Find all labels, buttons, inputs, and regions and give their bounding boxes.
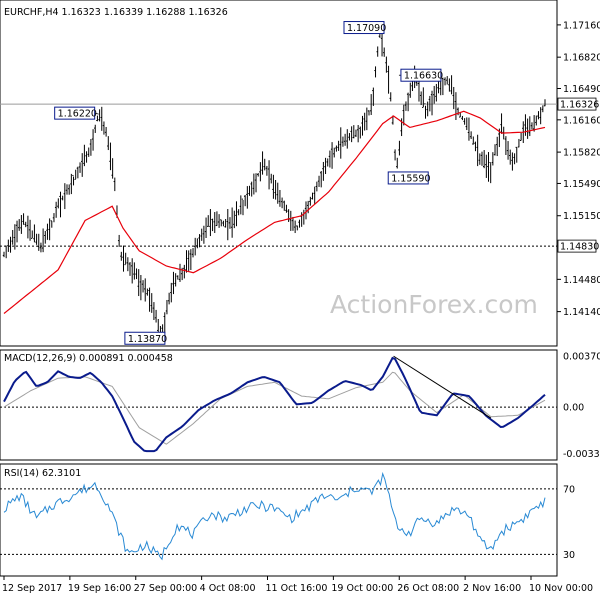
rsi-lines bbox=[0, 471, 557, 561]
price-panel: EURCHF,H4 1.16323 1.16339 1.16288 1.1632… bbox=[0, 0, 600, 347]
time-tick-label: 11 Oct 16:00 bbox=[266, 583, 328, 594]
time-tick-label: 2 Nov 16:00 bbox=[463, 583, 521, 594]
price-panel-title: EURCHF,H4 1.16323 1.16339 1.16288 1.1632… bbox=[4, 7, 228, 18]
axis-tick-label: 1.15490 bbox=[563, 179, 600, 190]
price-bars bbox=[2, 26, 546, 343]
macd-panel-title: MACD(12,26,9) 0.000891 0.000458 bbox=[4, 353, 173, 364]
time-tick-label: 27 Sep 00:00 bbox=[134, 583, 197, 594]
axis-tick-label: 1.15150 bbox=[563, 211, 600, 222]
axis-tick-label: 1.14480 bbox=[563, 275, 600, 286]
rsi-axis: 70 30 bbox=[563, 484, 575, 560]
macd-lines bbox=[0, 355, 557, 453]
axis-tick-label: 1.14140 bbox=[563, 307, 600, 318]
axis-tick-label: 1.16490 bbox=[563, 84, 600, 95]
support-price-label-box bbox=[557, 239, 597, 253]
time-tick-label: 26 Oct 08:00 bbox=[397, 583, 459, 594]
annotation-label: 1.17090 bbox=[347, 23, 386, 34]
annotation-label: 1.15590 bbox=[391, 173, 430, 184]
axis-tick-label: 0.00 bbox=[563, 403, 584, 414]
axis-tick-label: 30 bbox=[563, 550, 575, 561]
time-tick-label: 19 Sep 16:00 bbox=[68, 583, 131, 594]
price-axis: 1.17160 1.16820 1.16490 1.16160 1.15820 1.154… bbox=[557, 20, 600, 318]
annotation-leader bbox=[94, 112, 99, 115]
axis-tick-label: 1.15820 bbox=[563, 148, 600, 159]
time-tick-label: 12 Sep 2017 bbox=[2, 583, 62, 594]
time-axis: 12 Sep 2017 19 Sep 16:00 27 Sep 00:00 4 Oct… bbox=[2, 576, 593, 594]
axis-tick-label: 1.16160 bbox=[563, 115, 600, 126]
axis-tick-label: 1.16820 bbox=[563, 53, 600, 64]
annotation-box bbox=[343, 21, 385, 35]
support-price-label: 1.14830 bbox=[560, 242, 599, 253]
axis-tick-label: 0.003705 bbox=[563, 352, 600, 363]
macd-line bbox=[3, 356, 546, 453]
axis-tick-label: 70 bbox=[563, 484, 575, 495]
signal-line bbox=[3, 371, 546, 445]
current-price-label-box bbox=[557, 97, 597, 111]
macd-trendline bbox=[393, 355, 492, 419]
annotation-box bbox=[387, 171, 429, 185]
price-moving-average bbox=[3, 110, 546, 314]
price-reference-lines: 1.16326 1.14830 bbox=[0, 97, 599, 253]
annotation-box bbox=[124, 331, 166, 345]
time-tick-label: 19 Oct 00:00 bbox=[331, 583, 393, 594]
axis-tick-label: -0.003379 bbox=[563, 449, 600, 460]
macd-panel: MACD(12,26,9) 0.000891 0.000458 0.003705… bbox=[0, 349, 600, 461]
rsi-panel-title: RSI(14) 62.3101 bbox=[4, 468, 81, 479]
annotation-box bbox=[400, 68, 442, 82]
macd-axis: 0.003705 0.00 -0.003379 bbox=[563, 352, 600, 461]
axis-tick-label: 1.17160 bbox=[563, 20, 600, 31]
watermark: ActionForex.com bbox=[330, 290, 538, 319]
rsi-line bbox=[3, 471, 546, 561]
annotation-label: 1.16220 bbox=[58, 109, 97, 120]
rsi-panel: RSI(14) 62.3101 70 30 bbox=[0, 463, 575, 577]
time-tick-label: 4 Oct 08:00 bbox=[200, 583, 256, 594]
annotation-label: 1.16630 bbox=[404, 71, 443, 82]
current-price-label: 1.16326 bbox=[560, 100, 599, 111]
moving-average-line bbox=[3, 110, 546, 314]
price-annotations: 1.16220 1.13870 1.17090 1.16630 1.15590 bbox=[54, 21, 443, 345]
annotation-label: 1.13870 bbox=[128, 334, 167, 345]
annotation-box bbox=[54, 106, 96, 120]
time-tick-label: 10 Nov 00:00 bbox=[529, 583, 593, 594]
